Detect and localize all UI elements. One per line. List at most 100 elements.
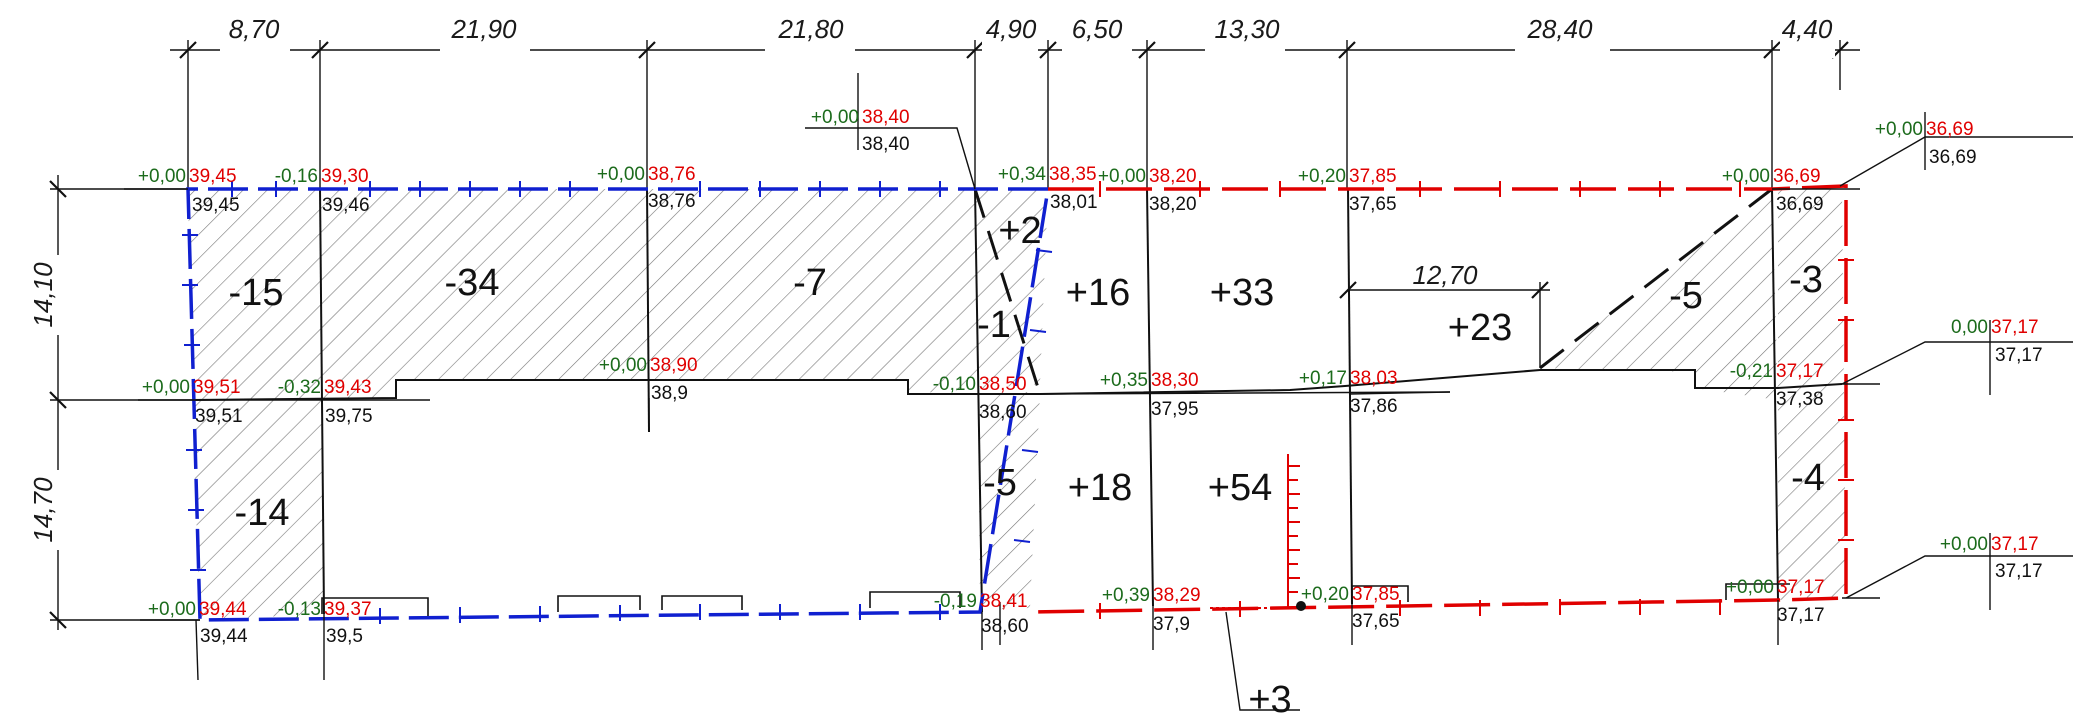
level-design: 38,20 xyxy=(1149,166,1197,187)
volume-3: -7 xyxy=(793,262,827,304)
level-delta: -0,13 xyxy=(278,599,321,620)
level-existing: 37,86 xyxy=(1350,396,1398,417)
level-node: -0,21 37,17 37,38 xyxy=(1730,361,1824,410)
level-node: +0,20 37,85 37,65 xyxy=(1298,166,1397,215)
section-point xyxy=(1296,601,1306,611)
level-design: 37,17 xyxy=(1991,317,2039,338)
dim-top-7: 28,40 xyxy=(1526,14,1593,44)
level-delta: -0,21 xyxy=(1730,361,1773,382)
level-node: +0,00 38,40 38,40 xyxy=(811,107,910,155)
level-design: 39,30 xyxy=(321,166,369,187)
dim-top-1: 8,70 xyxy=(229,14,280,44)
level-delta: +0,20 xyxy=(1301,584,1349,605)
level-existing: 39,75 xyxy=(325,406,373,427)
level-delta: +0,00 xyxy=(1098,166,1146,187)
level-delta: +0,00 xyxy=(138,166,186,187)
volume-7: +33 xyxy=(1210,272,1274,314)
volume-11: -14 xyxy=(235,492,290,534)
level-design: 38,30 xyxy=(1151,370,1199,391)
dim-top-3: 21,80 xyxy=(777,14,844,44)
level-existing: 36,69 xyxy=(1776,194,1824,215)
level-delta: +0,00 xyxy=(1940,534,1988,555)
level-design: 36,69 xyxy=(1773,166,1821,187)
level-node: -0,16 39,30 39,46 xyxy=(275,166,370,216)
level-existing: 39,46 xyxy=(322,195,370,216)
level-existing: 38,60 xyxy=(981,616,1029,637)
level-design: 39,45 xyxy=(189,166,237,187)
dim-top-6: 13,30 xyxy=(1214,14,1280,44)
level-delta: -0,19 xyxy=(934,591,977,612)
grid-lines xyxy=(191,188,1843,615)
level-design: 38,90 xyxy=(650,355,698,376)
level-delta: +0,00 xyxy=(599,355,647,376)
volume-6: +16 xyxy=(1066,272,1130,314)
level-existing: 38,60 xyxy=(979,402,1027,423)
level-existing: 39,44 xyxy=(200,626,248,647)
level-existing: 38,01 xyxy=(1050,192,1098,213)
level-delta: +0,00 xyxy=(1875,119,1923,140)
level-existing: 38,40 xyxy=(862,134,910,155)
volume-4: +2 xyxy=(998,210,1041,252)
level-existing: 37,17 xyxy=(1995,345,2043,366)
elevation-labels: +0,00 39,45 39,45 -0,16 39,30 39,46 +0,0… xyxy=(138,107,2043,647)
volume-14: +54 xyxy=(1208,467,1272,509)
level-delta: 0,00 xyxy=(1951,317,1988,338)
level-node: +0,00 39,45 39,45 xyxy=(138,166,240,216)
dim-left-2: 14,70 xyxy=(28,477,58,543)
volume-15: -4 xyxy=(1791,457,1825,499)
level-design: 37,85 xyxy=(1349,166,1397,187)
level-delta: +0,20 xyxy=(1298,166,1346,187)
level-design: 37,17 xyxy=(1777,577,1825,598)
level-design: 36,69 xyxy=(1926,119,1974,140)
level-design: 39,51 xyxy=(193,377,241,398)
level-node: +0,17 38,03 37,86 xyxy=(1299,368,1398,417)
level-existing: 37,65 xyxy=(1352,611,1400,632)
level-existing: 38,9 xyxy=(651,383,688,404)
dim-top-4: 4,90 xyxy=(986,14,1037,44)
cut-boundary xyxy=(182,181,1053,624)
section-marker xyxy=(1210,454,1300,609)
level-node: +0,00 38,90 38,9 xyxy=(599,355,698,404)
top-dimension-chain: 8,70 21,90 21,80 4,90 6,50 13,30 28,40 4… xyxy=(170,14,1860,189)
level-existing: 37,17 xyxy=(1777,605,1825,626)
dim-top-2: 21,90 xyxy=(450,14,517,44)
level-node: +0,00 38,20 38,20 xyxy=(1098,166,1197,215)
level-node: -0,13 39,37 39,5 xyxy=(278,599,372,647)
volume-12: -5 xyxy=(983,462,1017,504)
level-delta: +0,35 xyxy=(1100,370,1148,391)
level-design: 38,50 xyxy=(979,374,1027,395)
dim-top-8: 4,40 xyxy=(1782,14,1833,44)
level-existing: 39,45 xyxy=(192,195,240,216)
level-existing: 36,69 xyxy=(1929,147,1977,168)
zero-line xyxy=(973,187,1773,395)
level-node: -0,10 38,50 38,60 xyxy=(933,374,1027,423)
level-delta: +0,00 xyxy=(142,377,190,398)
level-delta: +0,39 xyxy=(1102,585,1150,606)
volume-2: -34 xyxy=(445,262,500,304)
level-design: 39,44 xyxy=(199,599,247,620)
level-existing: 37,38 xyxy=(1776,389,1824,410)
level-delta: +0,00 xyxy=(1722,166,1770,187)
volume-16: +3 xyxy=(1248,679,1291,719)
level-delta: -0,32 xyxy=(278,377,321,398)
level-existing: 37,65 xyxy=(1349,194,1397,215)
level-node: -0,32 39,43 39,75 xyxy=(278,377,373,427)
level-existing: 39,5 xyxy=(326,626,363,647)
bottom-outlines xyxy=(321,583,1790,616)
volume-1: -15 xyxy=(229,272,284,314)
volume-5: -1 xyxy=(977,304,1011,346)
level-node: +0,00 39,51 39,51 xyxy=(142,377,243,427)
level-node: -0,19 38,41 38,60 xyxy=(934,591,1029,637)
level-existing: 38,76 xyxy=(648,191,696,212)
volume-8: +23 xyxy=(1448,307,1512,349)
level-design: 38,40 xyxy=(862,107,910,128)
level-node: +0,00 37,17 37,17 xyxy=(1940,534,2043,582)
level-delta: +0,17 xyxy=(1299,368,1347,389)
level-design: 38,35 xyxy=(1049,164,1097,185)
level-delta: +0,00 xyxy=(1726,577,1774,598)
level-node: 0,00 37,17 37,17 xyxy=(1951,317,2043,366)
level-node: +0,00 39,44 39,44 xyxy=(148,599,248,647)
level-node: +0,00 37,17 37,17 xyxy=(1726,577,1825,626)
dim-inner: 12,70 xyxy=(1412,260,1478,290)
